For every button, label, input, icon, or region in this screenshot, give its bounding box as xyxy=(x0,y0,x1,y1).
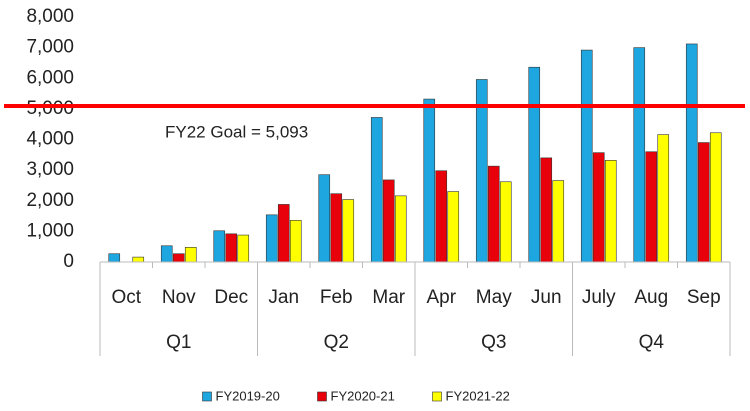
bar xyxy=(213,230,226,263)
x-tick-label: Oct xyxy=(111,287,141,308)
x-tick-label: Apr xyxy=(426,287,456,308)
group-label: Q1 xyxy=(166,332,191,353)
bar xyxy=(265,214,278,263)
legend-swatch xyxy=(432,391,442,402)
goal-label: FY22 Goal = 5,093 xyxy=(165,122,308,141)
bar xyxy=(160,245,173,263)
bar xyxy=(370,117,383,263)
x-tick-label: Aug xyxy=(634,287,668,308)
bar xyxy=(225,233,238,263)
y-tick-label: 3,000 xyxy=(26,159,74,180)
x-tick-label: Jun xyxy=(531,287,562,308)
bar xyxy=(499,181,512,263)
legend-swatch xyxy=(317,391,327,402)
bar xyxy=(645,151,658,263)
x-tick-label: July xyxy=(582,287,616,308)
legend-label: FY2019-20 xyxy=(216,388,280,403)
bar xyxy=(435,170,448,263)
group-label: Q2 xyxy=(324,332,349,353)
y-tick-label: 5,000 xyxy=(26,98,74,119)
bar xyxy=(657,134,670,263)
bar xyxy=(592,152,605,263)
y-tick-label: 0 xyxy=(63,251,74,272)
bar xyxy=(709,132,722,263)
bar xyxy=(394,195,407,263)
legend-label: FY2021-22 xyxy=(446,388,510,403)
bar xyxy=(277,204,290,263)
x-tick-label: Nov xyxy=(162,287,196,308)
y-tick-label: 2,000 xyxy=(26,190,74,211)
bar xyxy=(633,47,646,263)
group-label: Q3 xyxy=(481,332,506,353)
bar xyxy=(108,253,121,263)
bar xyxy=(487,165,500,263)
bar xyxy=(289,220,302,263)
bar xyxy=(685,43,698,263)
bar xyxy=(580,49,593,263)
x-tick-label: Sep xyxy=(687,287,721,308)
x-tick-label: Mar xyxy=(372,287,405,308)
legend-swatch xyxy=(202,391,212,402)
legend-label: FY2020-21 xyxy=(331,388,395,403)
x-tick-label: Jan xyxy=(268,287,299,308)
bar xyxy=(423,98,436,263)
bar xyxy=(237,234,250,263)
bar xyxy=(184,247,197,263)
bar xyxy=(604,160,617,263)
y-tick-label: 8,000 xyxy=(26,6,74,27)
bar xyxy=(318,174,331,263)
bar xyxy=(540,157,553,263)
bar xyxy=(342,199,355,263)
x-tick-label: Dec xyxy=(214,287,248,308)
bar xyxy=(528,66,541,263)
bar xyxy=(330,193,343,263)
y-tick-label: 4,000 xyxy=(26,129,74,150)
y-tick-label: 7,000 xyxy=(26,37,74,58)
bar xyxy=(172,253,185,263)
bar xyxy=(382,179,395,263)
bar xyxy=(697,142,710,263)
bar xyxy=(132,256,145,263)
group-label: Q4 xyxy=(639,332,665,353)
x-tick-label: Feb xyxy=(320,287,353,308)
bar xyxy=(447,191,460,263)
bar xyxy=(552,180,565,263)
y-tick-label: 1,000 xyxy=(26,220,74,241)
x-tick-label: May xyxy=(476,287,512,308)
y-tick-label: 6,000 xyxy=(26,67,74,88)
